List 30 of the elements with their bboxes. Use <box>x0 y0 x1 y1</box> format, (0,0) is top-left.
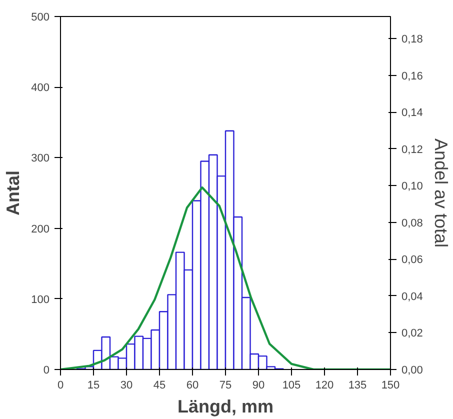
x-tick-label: 75 <box>219 380 232 392</box>
y-tick-label: 100 <box>31 294 50 306</box>
y2-tick-label: 0,10 <box>402 180 423 193</box>
y2-tick-label: 0,18 <box>402 34 423 46</box>
y2-tick-label: 0,00 <box>402 364 423 376</box>
y-tick-label: 300 <box>31 152 50 165</box>
x-tick-label: 150 <box>381 380 400 392</box>
x-tick-label: 30 <box>120 380 133 392</box>
y2-tick-label: 0,02 <box>402 328 423 340</box>
x-tick-label: 60 <box>186 380 199 392</box>
x-axis-title: Längd, mm <box>178 396 274 416</box>
x-tick-label: 135 <box>348 380 367 392</box>
y2-axis-title: Andel av total <box>430 138 451 248</box>
y-tick-label: 200 <box>31 223 50 236</box>
x-tick-label: 105 <box>282 380 301 392</box>
y2-tick-label: 0,06 <box>402 254 423 266</box>
y-tick-label: 500 <box>31 12 50 24</box>
x-tick-label: 45 <box>153 380 166 392</box>
y2-tick-label: 0,04 <box>402 290 423 303</box>
y-tick-label: 400 <box>31 82 50 94</box>
y2-tick-label: 0,16 <box>402 70 423 82</box>
x-tick-label: 15 <box>87 380 100 392</box>
y-tick-label: 0 <box>43 364 50 376</box>
x-tick-label: 120 <box>315 380 334 392</box>
x-tick-label: 90 <box>252 380 265 392</box>
y2-tick-label: 0,12 <box>402 144 423 156</box>
y2-tick-label: 0,08 <box>402 217 423 230</box>
y-axis-title: Antal <box>3 170 24 216</box>
x-tick-label: 0 <box>57 380 64 392</box>
y2-tick-label: 0,14 <box>402 107 423 120</box>
